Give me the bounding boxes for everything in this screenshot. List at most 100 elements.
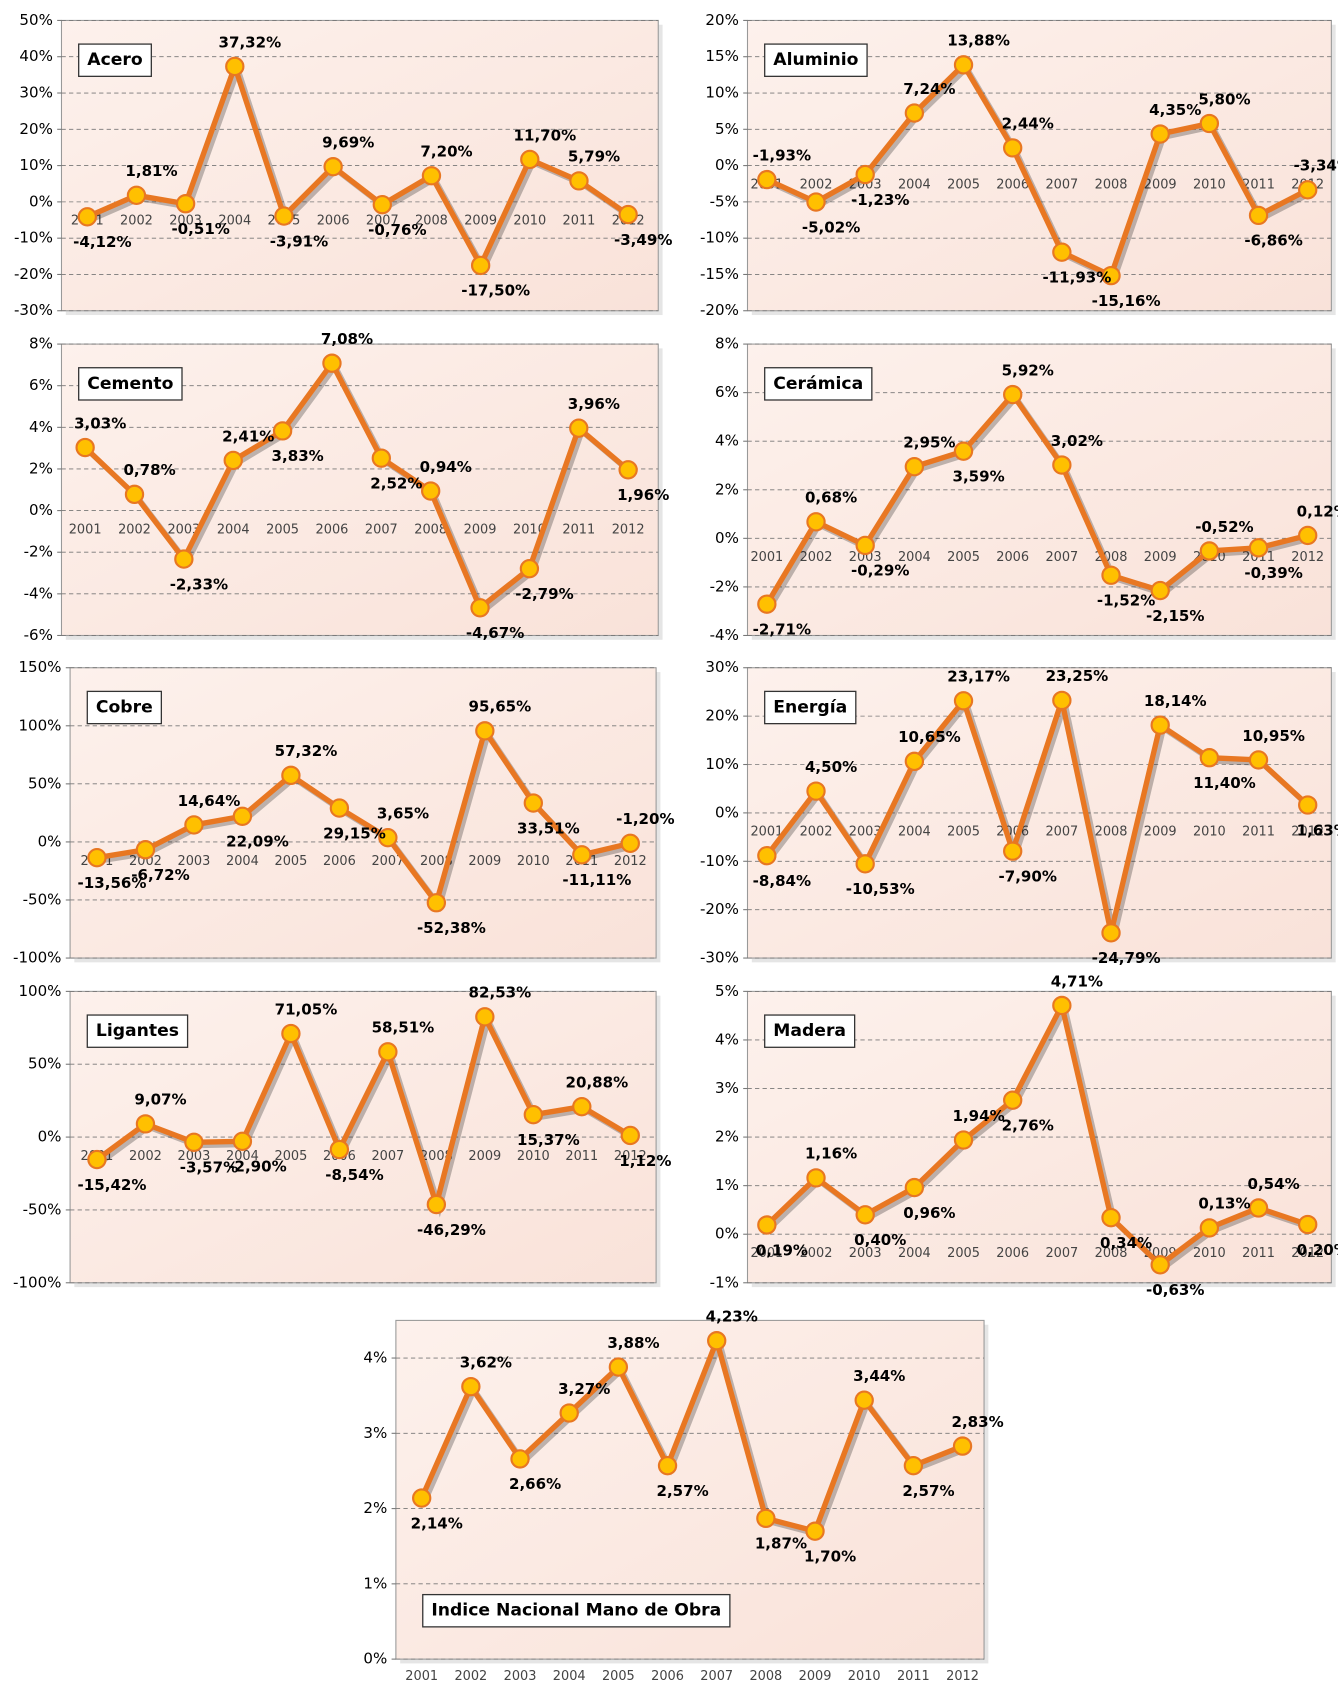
value-label: 0,13% [1198,1195,1250,1213]
value-label: 3,02% [1051,432,1103,450]
x-tick-label: 2006 [316,522,349,537]
data-point [223,450,243,471]
value-label: 95,65% [469,698,532,716]
data-point [904,1177,925,1198]
value-label: -1,20% [616,810,674,828]
data-point [274,206,294,226]
value-label: -0,52% [1195,518,1253,536]
x-tick-label: 2011 [1242,550,1275,565]
chart-panel: -30%-20%-10%0%10%20%30%40%50%20012002200… [14,11,672,319]
data-point [952,1436,973,1456]
data-point [1199,113,1220,134]
value-label: 23,25% [1046,667,1109,685]
y-tick-label: 3% [363,1424,387,1442]
value-label: 82,53% [469,984,532,1002]
y-tick-label: 0% [715,529,739,547]
chart-title: Energía [773,698,847,718]
value-label: 3,96% [568,395,620,413]
chart-panel: -100%-50%0%50%100%150%200120022003200420… [13,658,675,966]
value-label: 71,05% [275,1000,338,1018]
value-label: -13,56% [78,874,147,892]
y-tick-label: 50% [28,774,61,792]
x-tick-label: 2005 [602,1669,635,1684]
x-tick-label: 2010 [517,1149,550,1164]
data-point [426,893,447,913]
x-tick-label: 2012 [612,522,645,537]
y-tick-label: -2% [24,543,53,561]
data-point [281,765,301,786]
data-point [1298,795,1318,815]
x-tick-label: 2009 [468,1149,501,1164]
value-label: 5,79% [568,148,620,166]
y-tick-label: 0% [38,1128,62,1146]
data-point [1199,748,1220,768]
data-point [87,847,107,868]
x-tick-label: 2005 [947,1246,980,1261]
y-tick-label: -50% [23,890,62,908]
value-label: 23,17% [947,668,1010,686]
x-tick-label: 2002 [118,522,151,537]
x-tick-label: 2006 [323,854,356,869]
value-label: -4,12% [73,233,131,251]
value-label: 2,41% [222,427,274,445]
chart-title: Madera [773,1021,846,1041]
x-tick-label: 2004 [898,825,931,840]
x-tick-label: 2011 [1242,1246,1275,1261]
data-point [329,798,350,818]
value-label: 1,81% [125,162,177,180]
y-tick-label: 1% [363,1574,387,1592]
data-point [75,437,95,458]
value-label: 15,37% [517,1131,580,1149]
value-label: 2,57% [656,1482,708,1500]
value-label: -2,71% [753,620,811,638]
data-point [855,854,875,874]
value-label: 7,24% [903,80,955,98]
x-tick-label: 2010 [1193,1246,1226,1261]
y-tick-label: 2% [715,1128,739,1146]
data-point [953,1130,974,1150]
value-label: -0,63% [1146,1281,1204,1299]
x-tick-label: 2003 [849,550,882,565]
value-label: -10,53% [846,880,915,898]
data-point [953,55,974,75]
value-label: 3,65% [377,805,429,823]
y-tick-label: 4% [29,418,53,436]
value-label: 2,66% [509,1475,561,1493]
y-tick-label: -4% [710,626,739,644]
data-point [184,815,204,835]
value-label: -0,51% [171,220,229,238]
y-tick-label: 150% [18,658,61,676]
y-tick-label: 6% [715,383,739,401]
data-point [757,845,777,866]
data-point [1150,580,1170,601]
value-label: 0,20% [1297,1241,1338,1259]
x-tick-label: 2005 [947,177,980,192]
y-tick-label: -30% [700,949,739,967]
data-point [1003,1090,1023,1110]
y-tick-label: 0% [29,192,53,210]
data-point [572,845,592,865]
value-label: -8,54% [325,1166,383,1184]
x-tick-label: 2010 [513,522,546,537]
chart-panel: -4% -2% 0% 2% 4% 6% 8% 2001 2002 2003 2004 2005 2006… [710,335,1338,644]
x-tick-label: 2006 [996,550,1029,565]
y-tick-label: -50% [23,1200,62,1218]
y-tick-label: 10% [705,84,738,102]
x-tick-label: 2007 [1045,550,1078,565]
data-point [135,1114,156,1134]
y-tick-label: 15% [705,47,738,65]
x-tick-label: 2007 [371,1149,404,1164]
data-point [1248,750,1269,770]
x-tick-label: 2009 [1144,177,1177,192]
data-point [520,149,540,170]
y-tick-label: 4% [715,432,739,450]
data-point [757,169,777,190]
data-point [1052,242,1072,262]
title-box [86,1014,189,1048]
value-label: 4,35% [1149,101,1201,119]
data-point [806,192,826,212]
data-point [620,833,640,853]
data-point [461,1376,481,1397]
x-tick-label: 2005 [274,1149,307,1164]
x-tick-label: 2004 [226,1149,259,1164]
